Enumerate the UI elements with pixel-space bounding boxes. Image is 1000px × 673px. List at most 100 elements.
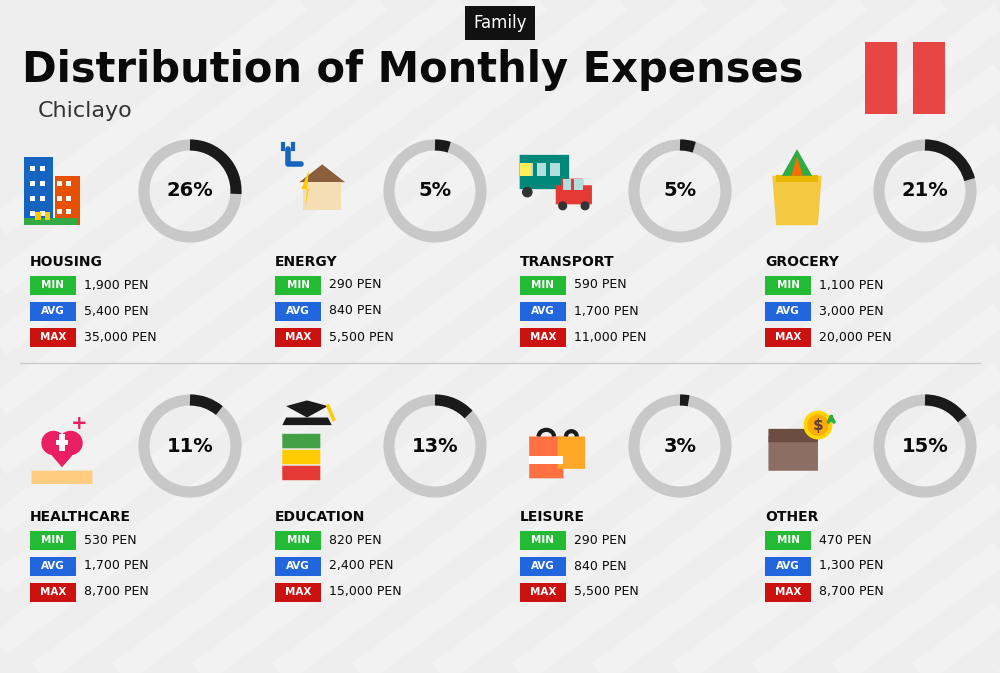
Circle shape [522,187,533,197]
Bar [574,179,583,190]
Polygon shape [301,170,309,208]
Text: MAX: MAX [285,332,311,342]
Bar [865,42,897,114]
Circle shape [556,187,567,197]
Bar [40,181,45,186]
Bar [40,196,45,201]
Text: 15%: 15% [902,437,948,456]
Text: HEALTHCARE: HEALTHCARE [30,510,131,524]
Text: AVG: AVG [286,561,310,571]
Text: 11%: 11% [167,437,213,456]
FancyBboxPatch shape [30,302,76,320]
Polygon shape [299,164,345,182]
Bar [59,434,65,451]
Text: LEISURE: LEISURE [520,510,585,524]
Text: 2,400 PEN: 2,400 PEN [329,559,394,573]
Text: 840 PEN: 840 PEN [329,304,382,318]
Text: MIN: MIN [287,535,310,545]
Text: 1,100 PEN: 1,100 PEN [819,279,884,291]
Text: 8,700 PEN: 8,700 PEN [84,586,149,598]
FancyBboxPatch shape [529,437,563,479]
Text: 590 PEN: 590 PEN [574,279,627,291]
Bar [30,211,35,216]
Text: MAX: MAX [285,587,311,597]
FancyBboxPatch shape [520,155,569,189]
Text: 1,900 PEN: 1,900 PEN [84,279,148,291]
Text: MAX: MAX [530,587,556,597]
Text: 13%: 13% [412,437,458,456]
Text: Distribution of Monthly Expenses: Distribution of Monthly Expenses [22,49,804,91]
Text: MAX: MAX [40,332,66,342]
Text: 5,500 PEN: 5,500 PEN [574,586,639,598]
Text: AVG: AVG [776,306,800,316]
FancyBboxPatch shape [765,275,811,295]
FancyBboxPatch shape [520,275,566,295]
FancyBboxPatch shape [765,530,811,549]
FancyBboxPatch shape [275,302,321,320]
Text: 820 PEN: 820 PEN [329,534,382,546]
Polygon shape [782,149,812,176]
Bar [57,196,62,201]
Bar [35,212,41,219]
Text: 1,300 PEN: 1,300 PEN [819,559,884,573]
Bar [563,179,571,190]
FancyBboxPatch shape [32,470,92,484]
Bar [57,181,62,186]
Text: 1,700 PEN: 1,700 PEN [574,304,639,318]
Bar [66,209,71,215]
Bar [55,176,80,225]
Bar [40,166,45,171]
Bar [57,209,62,215]
FancyBboxPatch shape [30,328,76,347]
Bar [30,196,35,201]
Bar [45,212,50,219]
Text: MIN: MIN [532,535,554,545]
Text: ENERGY: ENERGY [275,255,338,269]
Bar [24,218,77,225]
Text: 3,000 PEN: 3,000 PEN [819,304,884,318]
FancyBboxPatch shape [30,557,76,575]
Text: 15,000 PEN: 15,000 PEN [329,586,402,598]
FancyBboxPatch shape [275,557,321,575]
FancyBboxPatch shape [30,530,76,549]
FancyBboxPatch shape [275,328,321,347]
Text: 530 PEN: 530 PEN [84,534,137,546]
Bar [30,181,35,186]
FancyBboxPatch shape [768,429,818,442]
Bar [30,166,35,171]
Text: 35,000 PEN: 35,000 PEN [84,330,157,343]
FancyBboxPatch shape [561,178,583,191]
Text: 5%: 5% [418,182,452,201]
Text: MIN: MIN [42,535,64,545]
FancyBboxPatch shape [765,583,811,602]
Polygon shape [772,176,822,225]
Text: MIN: MIN [776,535,800,545]
Bar [66,196,71,201]
FancyBboxPatch shape [520,557,566,575]
Text: GROCERY: GROCERY [765,255,839,269]
Text: MIN: MIN [776,280,800,290]
Bar [550,162,560,176]
FancyBboxPatch shape [558,437,585,469]
Text: 1,700 PEN: 1,700 PEN [84,559,149,573]
FancyBboxPatch shape [282,466,320,481]
Text: $: $ [813,418,823,433]
Bar [24,157,52,225]
Text: 3%: 3% [664,437,696,456]
Text: 11,000 PEN: 11,000 PEN [574,330,646,343]
Text: 290 PEN: 290 PEN [329,279,382,291]
FancyBboxPatch shape [30,275,76,295]
FancyBboxPatch shape [275,275,321,295]
Text: 470 PEN: 470 PEN [819,534,872,546]
FancyBboxPatch shape [520,328,566,347]
Text: 5,400 PEN: 5,400 PEN [84,304,149,318]
Bar [56,439,68,445]
Polygon shape [42,444,82,467]
FancyBboxPatch shape [520,583,566,602]
Text: EDUCATION: EDUCATION [275,510,365,524]
FancyBboxPatch shape [30,583,76,602]
Circle shape [58,431,83,455]
Text: Chiclayo: Chiclayo [38,101,133,121]
Bar [66,181,71,186]
Text: 20,000 PEN: 20,000 PEN [819,330,892,343]
